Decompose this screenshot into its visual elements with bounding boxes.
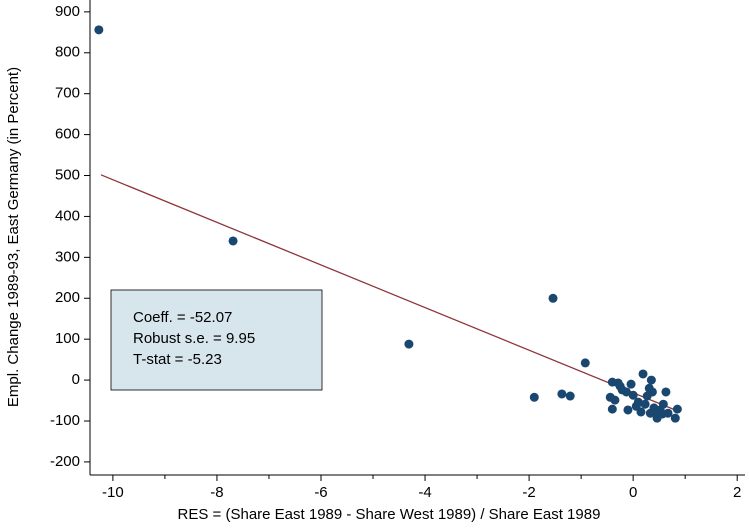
y-tick-label: 900 [55, 3, 80, 20]
point [657, 409, 667, 419]
y-tick-label: 800 [55, 44, 80, 61]
point [623, 405, 633, 415]
y-tick-label: 300 [55, 248, 80, 265]
y-tick-label: 700 [55, 85, 80, 102]
point [628, 390, 638, 400]
y-tick-label: 0 [72, 371, 80, 388]
point [633, 397, 643, 407]
point [646, 375, 656, 385]
annotation: Coeff. = -52.07 [133, 309, 232, 326]
y-tick-label: 600 [55, 126, 80, 143]
point [404, 339, 414, 349]
x-tick-label: 0 [629, 484, 637, 501]
point [94, 25, 104, 35]
point [672, 404, 682, 414]
y-tick-label: -200 [50, 453, 80, 470]
x-tick-label: -4 [418, 484, 431, 501]
annotation: Robust s.e. = 9.95 [133, 330, 255, 347]
y-tick-label: 200 [55, 289, 80, 306]
x-tick-label: 2 [733, 484, 741, 501]
point [640, 399, 650, 409]
point [636, 407, 646, 417]
y-tick-label: 100 [55, 330, 80, 347]
x-tick-label: -2 [522, 484, 535, 501]
y-tick-label: -100 [50, 412, 80, 429]
point [529, 392, 539, 402]
point [621, 387, 631, 397]
x-tick-label: -8 [210, 484, 223, 501]
y-tick-label: 400 [55, 207, 80, 224]
point [661, 387, 671, 397]
annotation-box [110, 289, 323, 391]
fit-line [100, 174, 678, 412]
point [228, 236, 238, 246]
point [658, 399, 668, 409]
y-tick-label: 500 [55, 166, 80, 183]
point [565, 391, 575, 401]
point [607, 404, 617, 414]
point [638, 369, 648, 379]
x-axis-title: RES = (Share East 1989 - Share West 1989… [178, 506, 601, 523]
point [626, 379, 636, 389]
point [647, 387, 657, 397]
point [670, 413, 680, 423]
annotation: T-stat = -5.23 [133, 351, 222, 368]
x-tick-label: -6 [314, 484, 327, 501]
x-tick-label: -10 [102, 484, 124, 501]
y-axis-title: Empl. Change 1989-93, East Germany (in P… [5, 67, 22, 407]
point [557, 389, 567, 399]
point [610, 395, 620, 405]
point [548, 293, 558, 303]
point [580, 358, 590, 368]
